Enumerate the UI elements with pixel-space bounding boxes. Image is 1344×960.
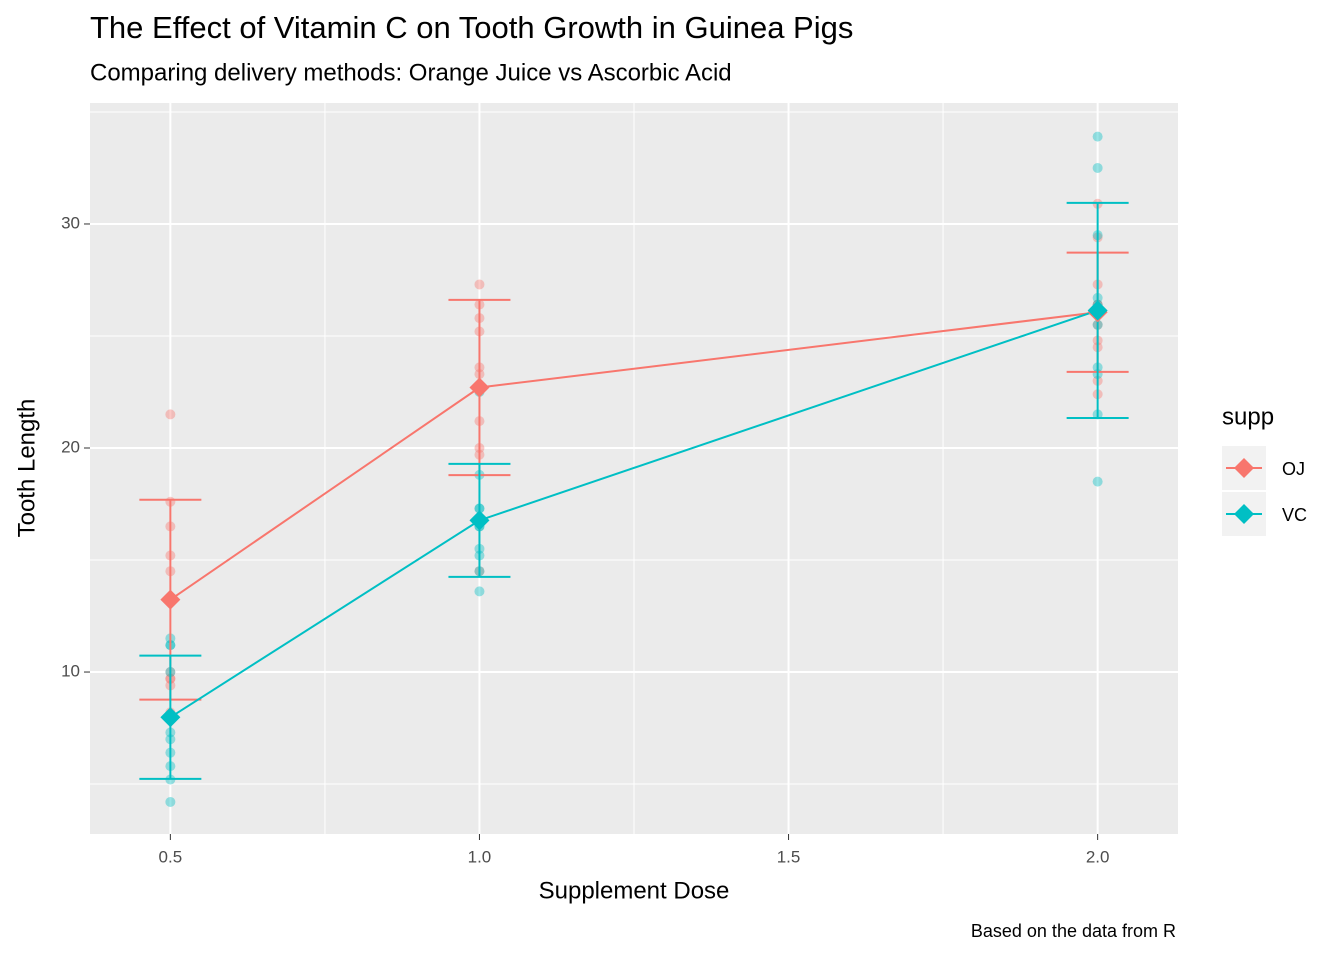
y-axis-title: Tooth Length	[13, 399, 40, 538]
y-tick-label: 10	[61, 662, 80, 681]
mean-marker	[160, 707, 181, 728]
x-axis-title: Supplement Dose	[539, 877, 730, 904]
legend-label: OJ	[1282, 459, 1305, 479]
y-tick-label: 30	[61, 213, 80, 232]
legend-title: supp	[1222, 403, 1274, 430]
chart-subtitle: Comparing delivery methods: Orange Juice…	[90, 59, 732, 86]
chart-title: The Effect of Vitamin C on Tooth Growth …	[90, 10, 853, 45]
x-tick-label: 1.0	[468, 847, 492, 866]
x-tick-label: 1.5	[777, 847, 801, 866]
data-point	[474, 586, 485, 597]
x-tick-label: 0.5	[159, 847, 183, 866]
x-tick-label: 2.0	[1086, 847, 1110, 866]
caption: Based on the data from R	[971, 921, 1176, 941]
data-point	[474, 279, 485, 290]
data-point	[165, 796, 176, 807]
data-point	[165, 409, 176, 420]
legend-marker	[1234, 504, 1254, 524]
mean-marker	[1087, 300, 1108, 321]
legend-label: VC	[1282, 505, 1307, 525]
data-point	[1092, 162, 1103, 173]
y-tick-label: 20	[61, 437, 80, 456]
data-point	[1092, 476, 1103, 487]
mean-marker	[160, 589, 181, 610]
data-point	[1092, 131, 1103, 142]
mean-marker	[469, 377, 490, 398]
mean-marker	[469, 510, 490, 531]
legend-marker	[1234, 458, 1254, 478]
